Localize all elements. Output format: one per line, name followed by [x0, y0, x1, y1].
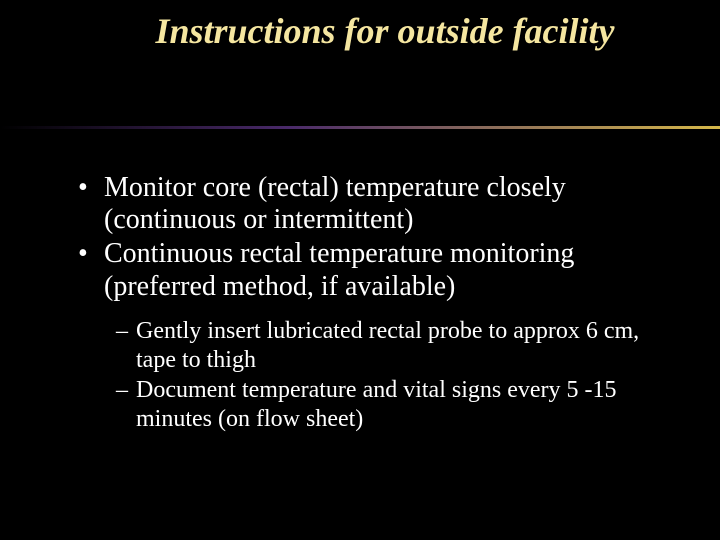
sub-bullet-marker: – — [116, 317, 136, 346]
sub-bullet-item: – Document temperature and vital signs e… — [116, 376, 678, 434]
bullet-marker: • — [78, 172, 104, 204]
slide: Instructions for outside facility • Moni… — [0, 0, 720, 540]
sub-bullet-marker: – — [116, 376, 136, 405]
bullet-marker: • — [78, 238, 104, 270]
divider-line — [0, 126, 720, 129]
sub-bullet-block: – Gently insert lubricated rectal probe … — [78, 317, 678, 434]
bullet-text: Continuous rectal temperature monitoring… — [104, 238, 678, 302]
slide-body: • Monitor core (rectal) temperature clos… — [78, 172, 678, 436]
bullet-text: Monitor core (rectal) temperature closel… — [104, 172, 678, 236]
sub-bullet-text: Gently insert lubricated rectal probe to… — [136, 317, 678, 375]
slide-title: Instructions for outside facility — [0, 0, 720, 52]
bullet-item: • Monitor core (rectal) temperature clos… — [78, 172, 678, 236]
bullet-item: • Continuous rectal temperature monitori… — [78, 238, 678, 302]
sub-bullet-text: Document temperature and vital signs eve… — [136, 376, 678, 434]
sub-bullet-item: – Gently insert lubricated rectal probe … — [116, 317, 678, 375]
